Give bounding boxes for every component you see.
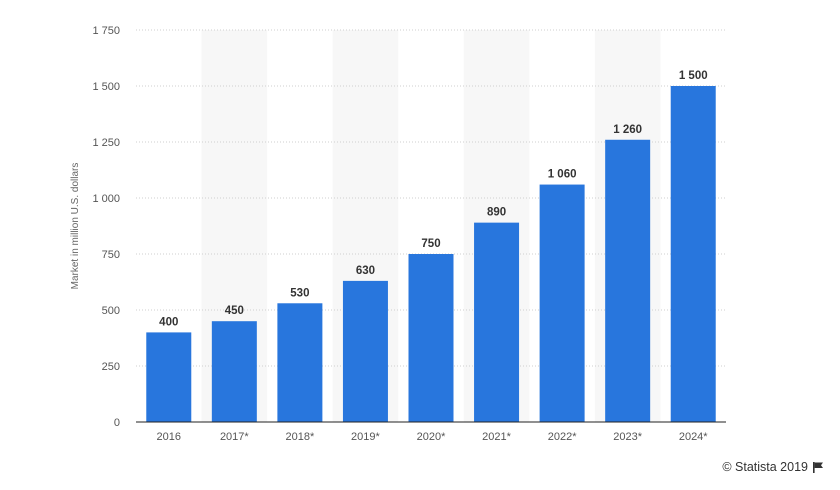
data-label: 890 <box>487 207 506 219</box>
credit-text: © Statista 2019 <box>722 460 808 474</box>
bar <box>539 184 585 422</box>
statista-credit[interactable]: © Statista 2019 <box>722 460 824 474</box>
bar <box>474 222 520 422</box>
data-label: 1 060 <box>548 169 577 181</box>
data-label: 530 <box>290 287 309 299</box>
y-tick-label: 500 <box>102 305 120 317</box>
x-tick-label: 2024* <box>679 431 708 443</box>
bar <box>408 254 454 422</box>
bar <box>211 321 257 422</box>
x-tick-label: 2023* <box>613 431 642 443</box>
data-label: 750 <box>421 238 440 250</box>
bar <box>605 139 651 422</box>
x-tick-label: 2022* <box>548 431 577 443</box>
data-label: 400 <box>159 316 178 328</box>
y-axis-label: Market in million U.S. dollars <box>70 163 81 290</box>
y-tick-label: 0 <box>114 417 120 429</box>
x-tick-label: 2018* <box>286 431 315 443</box>
y-tick-label: 750 <box>102 249 120 261</box>
x-tick-label: 2021* <box>482 431 511 443</box>
bar <box>146 332 192 422</box>
x-tick-label: 2020* <box>417 431 446 443</box>
y-tick-label: 1 000 <box>92 193 120 205</box>
x-tick-label: 2016 <box>157 431 181 443</box>
y-tick-label: 1 500 <box>92 81 120 93</box>
bars <box>146 86 716 422</box>
y-axis-ticks: 0 250 500 750 1 000 1 250 1 500 1 750 <box>92 25 120 429</box>
bar <box>342 280 388 422</box>
x-axis-ticks: 2016 2017* 2018* 2019* 2020* 2021* 2022* 2023* 2… <box>157 431 709 443</box>
data-label: 1 500 <box>679 70 708 82</box>
y-tick-label: 1 750 <box>92 25 120 37</box>
x-tick-label: 2019* <box>351 431 380 443</box>
y-tick-label: 1 250 <box>92 137 120 149</box>
bar <box>670 86 716 422</box>
bar <box>277 303 323 422</box>
data-labels: 400 450 530 630 750 890 1 060 1 260 1 500 <box>159 70 707 328</box>
data-label: 450 <box>225 305 244 317</box>
flag-icon[interactable] <box>812 461 824 473</box>
y-tick-label: 250 <box>102 361 120 373</box>
x-tick-label: 2017* <box>220 431 249 443</box>
data-label: 1 260 <box>613 124 642 136</box>
data-label: 630 <box>356 265 375 277</box>
